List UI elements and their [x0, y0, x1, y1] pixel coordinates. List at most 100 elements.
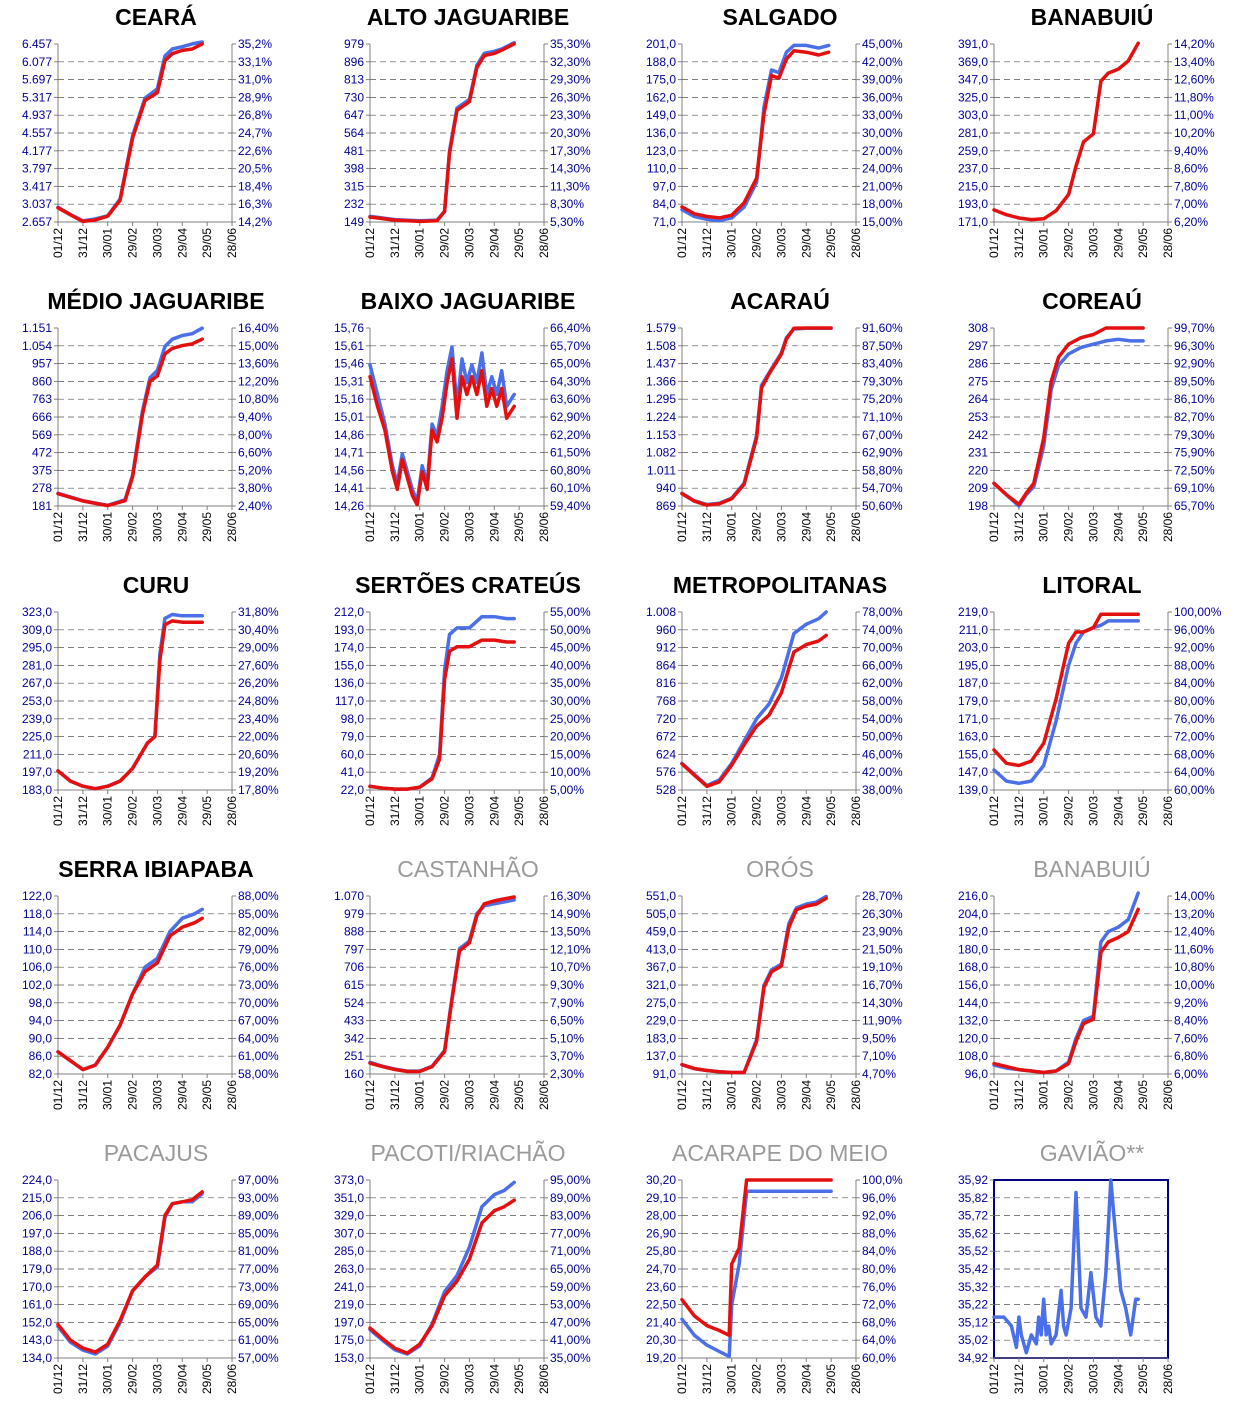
x-tick-label: 29/04: [175, 1364, 189, 1394]
x-tick-label: 01/12: [675, 1080, 689, 1110]
y-left-tick-label: 174,0: [334, 641, 364, 655]
y-left-tick-label: 180,0: [958, 942, 988, 956]
y-right-tick-label: 9,40%: [238, 410, 272, 424]
x-tick-label: 29/05: [1136, 796, 1150, 826]
y-left-tick-label: 373,0: [334, 1173, 364, 1187]
y-left-tick-label: 4.557: [22, 126, 52, 140]
chart-title: CEARÁ: [115, 4, 197, 30]
x-tick-label: 31/12: [700, 1080, 714, 1110]
y-left-tick-label: 91,0: [653, 1067, 677, 1081]
chart-title: CASTANHÃO: [397, 856, 539, 882]
chart-panel: 224,0 215,0 206,0 197,0 188,0 179,0 170,0 161,0…: [0, 1136, 312, 1420]
x-tick-label: 29/05: [200, 512, 214, 542]
y-left-tick-label: 144,0: [958, 996, 988, 1010]
y-right-tick-label: 13,40%: [1174, 55, 1215, 69]
y-right-tick-label: 35,30%: [550, 37, 591, 51]
y-right-tick-label: 76,00%: [238, 960, 279, 974]
series-line: [368, 898, 516, 1073]
y-right-tick-label: 75,90%: [1174, 446, 1215, 460]
y-left-tick-label: 940: [656, 481, 676, 495]
y-right-tick-label: 68,0%: [862, 1315, 896, 1329]
y-right-tick-label: 17,80%: [238, 783, 279, 797]
y-left-tick-label: 212,0: [334, 605, 364, 619]
y-right-tick-label: 20,5%: [238, 162, 272, 176]
y-right-tick-label: 73,00%: [238, 1280, 279, 1294]
y-right-tick-label: 23,40%: [238, 712, 279, 726]
y-right-tick-label: 76,00%: [1174, 712, 1215, 726]
y-left-tick-label: 1.224: [646, 410, 676, 424]
y-right-tick-label: 40,00%: [550, 658, 591, 672]
y-right-tick-label: 26,20%: [238, 676, 279, 690]
y-left-tick-label: 2.657: [22, 215, 52, 229]
x-tick-label: 31/12: [76, 796, 90, 826]
chart-title: ORÓS: [746, 856, 814, 882]
y-left-tick-label: 108,0: [958, 1049, 988, 1063]
y-left-tick-label: 209: [968, 481, 988, 495]
y-right-tick-label: 9,20%: [1174, 996, 1208, 1010]
y-left-tick-label: 15,46: [334, 357, 364, 371]
y-left-tick-label: 666: [32, 410, 52, 424]
y-left-tick-label: 286: [968, 357, 988, 371]
y-right-tick-label: 31,80%: [238, 605, 279, 619]
x-tick-label: 30/03: [462, 1364, 476, 1394]
y-right-tick-label: 66,40%: [550, 321, 591, 335]
y-left-tick-label: 84,0: [653, 197, 677, 211]
x-tick-label: 28/06: [849, 1080, 863, 1110]
chart-panel: 1.070 979 888 797 706 615 524 433 342 251 160 16,30…: [312, 852, 624, 1136]
y-left-tick-label: 110,0: [647, 162, 676, 176]
y-right-tick-label: 19,20%: [238, 765, 279, 779]
y-left-tick-label: 813: [344, 73, 364, 87]
x-tick-label: 01/12: [987, 1080, 1001, 1110]
x-tick-label: 29/02: [126, 796, 140, 826]
y-left-tick-label: 242: [968, 428, 988, 442]
y-right-tick-label: 5,10%: [550, 1031, 584, 1045]
x-tick-label: 28/06: [537, 1364, 551, 1394]
y-left-tick-label: 163,0: [958, 730, 988, 744]
y-right-tick-label: 91,60%: [862, 321, 903, 335]
y-right-tick-label: 29,30%: [550, 73, 591, 87]
y-right-tick-label: 67,00%: [238, 1014, 279, 1028]
x-tick-label: 01/12: [363, 512, 377, 542]
y-right-tick-label: 71,10%: [862, 410, 903, 424]
x-tick-label: 01/12: [51, 796, 65, 826]
y-right-tick-label: 60,0%: [862, 1351, 896, 1365]
y-right-tick-label: 14,30%: [550, 162, 591, 176]
y-left-tick-label: 24,70: [646, 1262, 676, 1276]
y-left-tick-label: 816: [656, 676, 676, 690]
x-tick-label: 01/12: [51, 1364, 65, 1394]
chart-panel: 1.579 1.508 1.437 1.366 1.295 1.224 1.153 1.082…: [624, 284, 936, 568]
y-right-tick-label: 71,00%: [550, 1244, 591, 1258]
y-right-tick-label: 19,10%: [862, 960, 903, 974]
y-right-tick-label: 15,00%: [550, 747, 591, 761]
series-line: [992, 907, 1140, 1075]
y-right-tick-label: 55,00%: [550, 605, 591, 619]
y-left-tick-label: 297: [968, 339, 988, 353]
y-left-tick-label: 979: [344, 907, 364, 921]
y-right-tick-label: 70,00%: [238, 996, 279, 1010]
y-left-tick-label: 3.797: [22, 162, 52, 176]
y-left-tick-label: 215,0: [22, 1191, 52, 1205]
x-tick-label: 30/01: [1037, 1080, 1051, 1110]
chart-panel: 6.457 6.077 5.697 5.317 4.937 4.557 4.177 3.797…: [0, 0, 312, 284]
x-tick-label: 01/12: [675, 796, 689, 826]
y-left-tick-label: 15,31: [334, 374, 364, 388]
y-left-tick-label: 14,71: [334, 446, 364, 460]
y-left-tick-label: 110,0: [23, 942, 52, 956]
series-line: [56, 612, 204, 791]
y-right-tick-label: 14,90%: [550, 907, 591, 921]
chart-panel: 212,0 193,0 174,0 155,0 136,0 117,0 98,0 79,0 60…: [312, 568, 624, 852]
y-left-tick-label: 14,41: [334, 481, 364, 495]
x-tick-label: 30/03: [150, 796, 164, 826]
chart-svg: 308 297 286 275 264 253 242 231 220 209 198 99,70% 9…: [968, 321, 1215, 542]
y-left-tick-label: 149,0: [646, 108, 676, 122]
y-right-tick-label: 41,00%: [550, 1333, 591, 1347]
y-right-tick-label: 13,20%: [1174, 907, 1215, 921]
x-tick-label: 29/02: [1062, 512, 1076, 542]
y-right-tick-label: 11,60%: [1174, 942, 1214, 956]
y-right-tick-label: 9,50%: [862, 1031, 896, 1045]
y-right-tick-label: 62,00%: [862, 676, 903, 690]
y-right-tick-label: 78,00%: [862, 605, 903, 619]
y-right-tick-label: 72,50%: [1174, 463, 1215, 477]
chart-title: PACAJUS: [103, 1140, 209, 1166]
x-tick-label: 29/02: [1062, 1364, 1076, 1394]
